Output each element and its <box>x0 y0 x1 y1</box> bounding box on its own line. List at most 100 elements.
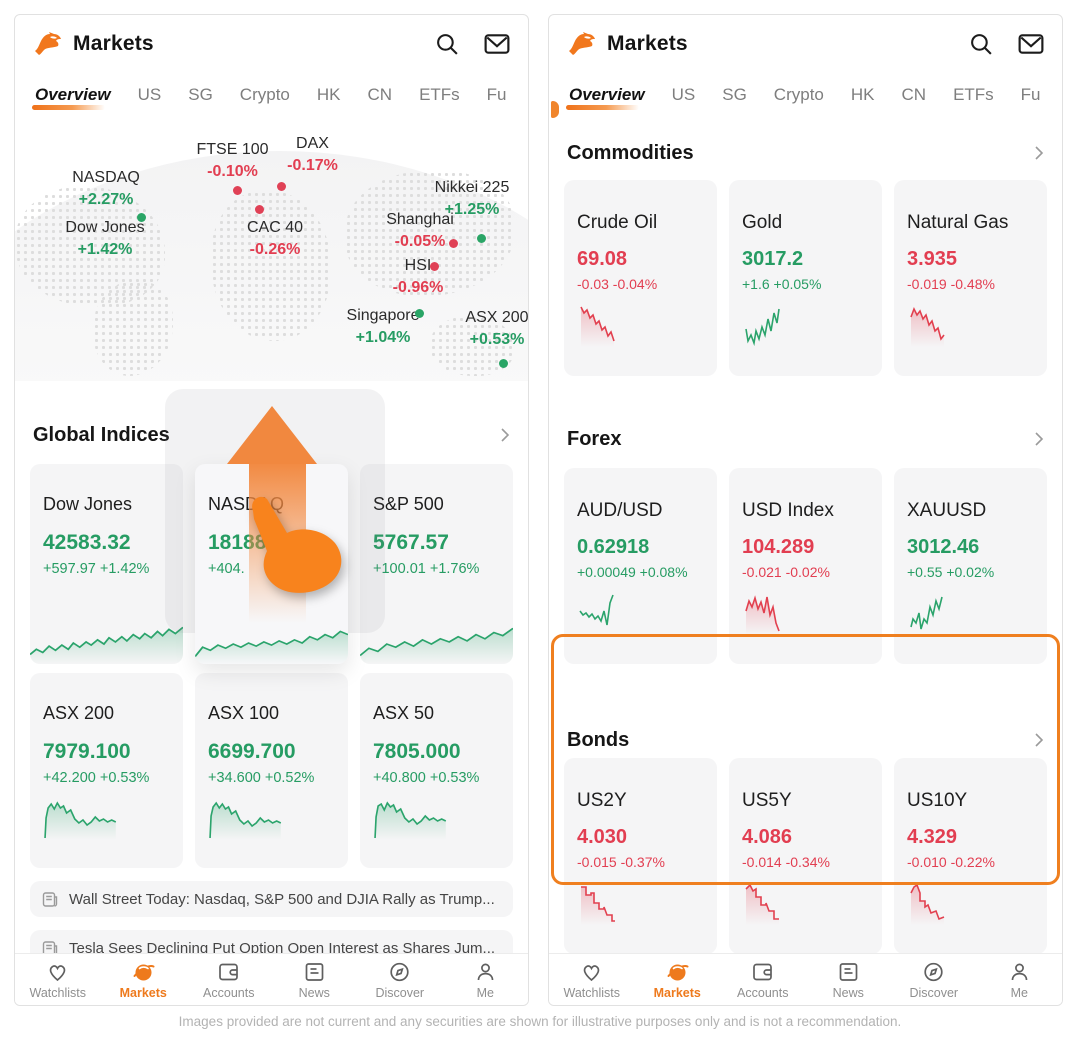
wallet-icon <box>219 963 239 980</box>
sparkline <box>580 306 615 347</box>
card-change: +42.200 +0.53% <box>43 770 150 786</box>
nav-discover[interactable]: Discover <box>357 954 443 1005</box>
section-commodities[interactable]: Commodities <box>567 139 1044 167</box>
nav-label: Watchlists <box>29 985 87 1000</box>
heart-icon <box>49 964 66 981</box>
heart-icon <box>583 964 600 981</box>
nav-accounts[interactable]: Accounts <box>186 954 272 1005</box>
index-card-asx-50[interactable]: ASX 50 7805.000 +40.800 +0.53% <box>360 673 513 868</box>
mail-icon[interactable] <box>484 32 510 56</box>
chevron-right-icon <box>1035 146 1044 160</box>
tab-cn[interactable]: CN <box>901 85 927 104</box>
map-marker-shanghai[interactable]: Shanghai -0.05% <box>386 211 454 250</box>
search-icon[interactable] <box>435 32 460 57</box>
card-name: Crude Oil <box>577 212 658 233</box>
disclaimer-text: Images provided are not current and any … <box>178 1014 902 1029</box>
forex-cards: AUD/USD 0.62918 +0.00049 +0.08% USD Inde… <box>549 468 1062 664</box>
sparkline <box>30 626 183 664</box>
card-value: 69.08 <box>577 248 628 270</box>
card-change: -0.015 -0.37% <box>577 854 665 870</box>
market-dot <box>430 262 439 271</box>
market-card-gold[interactable]: Gold 3017.2 +1.6 +0.05% <box>729 180 882 376</box>
market-card-us2y[interactable]: US2Y 4.030 -0.015 -0.37% <box>564 758 717 954</box>
card-name: USD Index <box>742 500 834 521</box>
nav-watchlists[interactable]: Watchlists <box>15 954 101 1005</box>
tab-crypto[interactable]: Crypto <box>239 85 290 104</box>
tab-overview[interactable]: Overview <box>566 85 645 110</box>
chevron-right-icon <box>1035 733 1044 747</box>
tab-us[interactable]: US <box>137 85 162 104</box>
card-name: ASX 100 <box>208 703 280 723</box>
person-icon <box>1011 963 1028 980</box>
tab-sg[interactable]: SG <box>722 85 747 104</box>
nav-label: Markets <box>119 985 167 1000</box>
app-logo-icon <box>33 31 63 57</box>
index-card-sp-500[interactable]: S&P 500 5767.57 +100.01 +1.76% <box>360 464 513 664</box>
index-card-dow-jones[interactable]: Dow Jones 42583.32 +597.97 +1.42% <box>30 464 183 664</box>
nav-markets[interactable]: Markets <box>101 954 187 1005</box>
nav-label: Me <box>1010 985 1028 1000</box>
nav-accounts[interactable]: Accounts <box>720 954 806 1005</box>
card-change: +597.97 +1.42% <box>43 561 150 577</box>
global-indices-row-2: ASX 200 7979.100 +42.200 +0.53% ASX 100 … <box>15 673 528 868</box>
card-value: 4.329 <box>907 826 958 848</box>
sparkline <box>745 595 780 635</box>
tab-funds[interactable]: Fu <box>486 85 507 104</box>
map-marker-ftse-100[interactable]: FTSE 100 -0.10% <box>196 141 269 180</box>
tab-sg[interactable]: SG <box>188 85 213 104</box>
card-value: 3012.46 <box>907 536 980 558</box>
index-card-asx-200[interactable]: ASX 200 7979.100 +42.200 +0.53% <box>30 673 183 868</box>
chevron-right-icon <box>1035 432 1044 446</box>
app-header: Markets <box>549 15 1062 73</box>
index-card-asx-100[interactable]: ASX 100 6699.700 +34.600 +0.52% <box>195 673 348 868</box>
map-marker-singapore[interactable]: Singapore +1.04% <box>346 307 420 346</box>
section-forex[interactable]: Forex <box>567 425 1044 453</box>
market-card-us10y[interactable]: US10Y 4.329 -0.010 -0.22% <box>894 758 1047 954</box>
search-icon[interactable] <box>969 32 994 57</box>
tab-hk[interactable]: HK <box>316 85 341 104</box>
map-marker-asx-200[interactable]: ASX 200 +0.53% <box>465 309 528 348</box>
tab-funds[interactable]: Fu <box>1020 85 1041 104</box>
news-item[interactable]: Wall Street Today: Nasdaq, S&P 500 and D… <box>30 881 513 917</box>
market-card-usd-index[interactable]: USD Index 104.289 -0.021 -0.02% <box>729 468 882 664</box>
market-card-us5y[interactable]: US5Y 4.086 -0.014 -0.34% <box>729 758 882 954</box>
nav-me[interactable]: Me <box>443 954 529 1005</box>
card-change: +0.00049 +0.08% <box>577 564 688 580</box>
nav-markets[interactable]: Markets <box>635 954 721 1005</box>
map-marker-nasdaq[interactable]: NASDAQ +2.27% <box>72 169 140 208</box>
tab-etfs[interactable]: ETFs <box>953 85 994 104</box>
map-marker-cac-40[interactable]: CAC 40 -0.26% <box>246 219 304 258</box>
nav-watchlists[interactable]: Watchlists <box>549 954 635 1005</box>
tab-overview[interactable]: Overview <box>32 85 111 110</box>
section-bonds[interactable]: Bonds <box>567 726 1044 754</box>
market-card-xauusd[interactable]: XAUUSD 3012.46 +0.55 +0.02% <box>894 468 1047 664</box>
card-change: +100.01 +1.76% <box>373 561 480 577</box>
market-card-aud-usd[interactable]: AUD/USD 0.62918 +0.00049 +0.08% <box>564 468 717 664</box>
swipe-up-arrow-icon <box>227 406 317 464</box>
map-marker-nikkei-225[interactable]: Nikkei 225 +1.25% <box>434 179 510 218</box>
market-dot <box>255 205 264 214</box>
sparkline <box>209 801 282 840</box>
card-name: XAUUSD <box>907 500 987 521</box>
tab-hk[interactable]: HK <box>850 85 875 104</box>
tab-cn[interactable]: CN <box>367 85 393 104</box>
map-marker-hsi[interactable]: HSI -0.96% <box>392 257 444 296</box>
market-dot <box>233 186 242 195</box>
market-card-crude-oil[interactable]: Crude Oil 69.08 -0.03 -0.04% <box>564 180 717 376</box>
card-name: ASX 50 <box>373 703 435 723</box>
map-marker-dax[interactable]: DAX -0.17% <box>287 135 338 174</box>
section-global-indices[interactable]: Global Indices <box>33 421 510 449</box>
tab-us[interactable]: US <box>671 85 696 104</box>
nav-me[interactable]: Me <box>977 954 1063 1005</box>
mail-icon[interactable] <box>1018 32 1044 56</box>
market-card-natural-gas[interactable]: Natural Gas 3.935 -0.019 -0.48% <box>894 180 1047 376</box>
nav-discover[interactable]: Discover <box>891 954 977 1005</box>
nav-news[interactable]: News <box>272 954 358 1005</box>
tab-etfs[interactable]: ETFs <box>419 85 460 104</box>
tab-crypto[interactable]: Crypto <box>773 85 824 104</box>
chevron-right-icon <box>501 428 510 442</box>
nav-news[interactable]: News <box>806 954 892 1005</box>
map-marker-dow-jones[interactable]: Dow Jones +1.42% <box>65 219 145 258</box>
news-doc-icon <box>42 891 58 907</box>
newspaper-icon <box>839 962 858 981</box>
